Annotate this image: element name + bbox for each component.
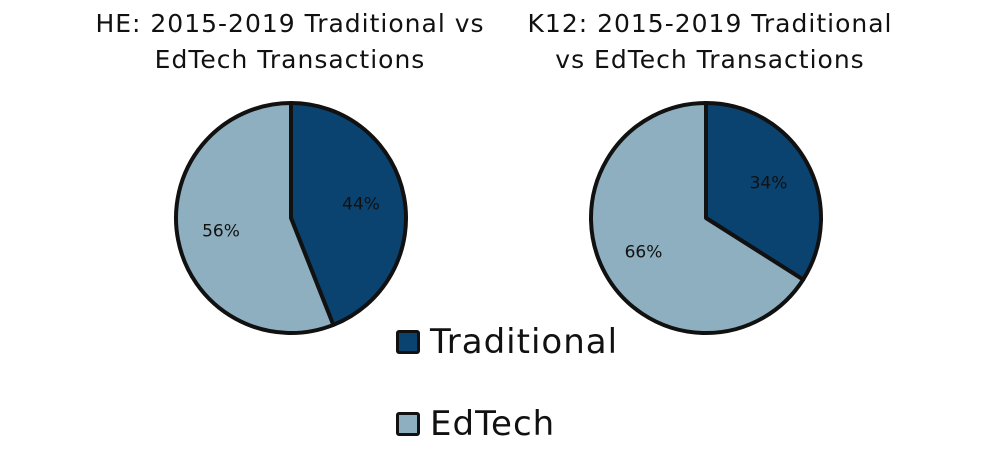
pie-chart-he: 44% 56%: [174, 101, 408, 335]
legend-swatch-edtech: [396, 412, 420, 436]
legend-item-traditional: Traditional: [396, 322, 618, 362]
pie-label-he-edtech: 56%: [202, 221, 240, 241]
legend-label-edtech: EdTech: [430, 404, 556, 444]
legend-label-traditional: Traditional: [430, 322, 619, 362]
pie-label-he-traditional: 44%: [342, 195, 380, 215]
chart-title-he: HE: 2015-2019 Traditional vs EdTech Tran…: [95, 9, 485, 74]
pie-chart-k12: 34% 66%: [589, 101, 823, 335]
pie-slice-k12-edtech: [589, 101, 806, 335]
legend-swatch-traditional: [396, 330, 420, 354]
pie-label-k12-edtech: 66%: [625, 242, 663, 262]
pie-label-k12-traditional: 34%: [750, 174, 788, 194]
pie-slice-he-traditional: [289, 101, 408, 327]
chart-title-k12: K12: 2015-2019 Traditional vs EdTech Tra…: [527, 9, 893, 74]
pie-slice-he-edtech: [174, 101, 336, 335]
legend-item-edtech: EdTech: [396, 404, 555, 444]
